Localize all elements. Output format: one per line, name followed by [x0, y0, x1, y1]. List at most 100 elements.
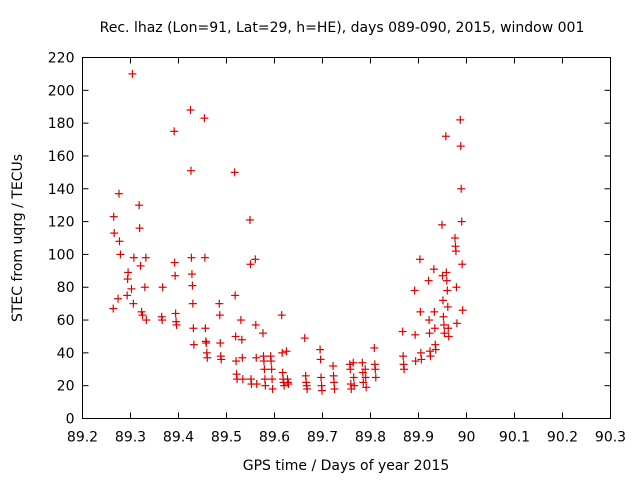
data-point — [443, 286, 452, 295]
data-point — [187, 253, 196, 262]
data-point — [127, 284, 136, 293]
data-point — [431, 345, 440, 354]
data-point — [201, 324, 210, 333]
data-point — [440, 329, 449, 338]
data-point — [231, 332, 240, 341]
data-point — [371, 365, 380, 374]
data-point — [129, 253, 138, 262]
data-point — [258, 329, 267, 338]
data-point — [439, 312, 448, 321]
data-point — [316, 345, 325, 354]
data-point — [246, 215, 255, 224]
data-point — [361, 365, 370, 374]
data-point — [303, 384, 312, 393]
y-axis-label: STEC from uqrg / TECUs — [10, 154, 26, 322]
data-point — [430, 307, 439, 316]
y-tick-label: 160 — [48, 149, 75, 165]
x-tick-label: 89.5 — [211, 430, 242, 446]
data-point — [330, 384, 339, 393]
data-point — [358, 358, 367, 367]
data-point — [400, 365, 409, 374]
data-point — [278, 348, 287, 357]
data-point — [458, 306, 467, 315]
data-point — [188, 299, 197, 308]
data-point — [187, 270, 196, 279]
x-axis-label: GPS time / Days of year 2015 — [243, 458, 450, 474]
data-point — [370, 343, 379, 352]
data-point — [135, 201, 144, 210]
data-point — [441, 132, 450, 141]
data-point — [359, 378, 368, 387]
data-points — [109, 69, 467, 395]
y-tick-label: 0 — [66, 412, 75, 428]
data-point — [186, 166, 195, 175]
data-point — [116, 250, 125, 259]
data-point — [399, 352, 408, 361]
y-tick-label: 140 — [48, 182, 75, 198]
data-point — [426, 352, 435, 361]
data-point — [410, 286, 419, 295]
data-point — [236, 316, 245, 325]
data-point — [444, 324, 453, 333]
plot-frame — [82, 57, 611, 419]
x-tick-label: 89.6 — [259, 430, 290, 446]
data-point — [416, 307, 425, 316]
data-point — [158, 316, 167, 325]
data-point — [170, 127, 179, 136]
data-point — [114, 294, 123, 303]
data-point — [259, 357, 268, 366]
data-point — [456, 115, 465, 124]
y-axis: 0 20 40 60 80 100 120 140 160 180 200 220 — [48, 51, 611, 428]
y-tick-label: 200 — [48, 83, 75, 99]
data-point — [216, 339, 225, 348]
data-point — [231, 291, 240, 300]
data-point — [267, 365, 276, 374]
data-point — [200, 253, 209, 262]
data-point — [251, 255, 260, 264]
data-point — [458, 260, 467, 269]
data-point — [456, 142, 465, 151]
data-point — [317, 373, 326, 382]
x-axis: 89.2 89.3 89.4 89.5 89.6 89.7 89.8 89.9 90 90.1 90… — [67, 57, 626, 446]
data-point — [252, 380, 261, 389]
data-point — [349, 358, 358, 367]
data-point — [457, 217, 466, 226]
x-tick-label: 89.4 — [163, 430, 194, 446]
data-point — [442, 268, 451, 277]
data-point — [346, 365, 355, 374]
data-point — [232, 357, 241, 366]
data-point — [114, 189, 123, 198]
data-point — [438, 296, 447, 305]
data-point — [128, 69, 137, 78]
y-tick-label: 40 — [57, 346, 75, 362]
data-point — [200, 114, 209, 123]
data-point — [318, 386, 327, 395]
data-point — [237, 335, 246, 344]
data-point — [411, 330, 420, 339]
data-point — [452, 283, 461, 292]
x-tick-label: 89.9 — [403, 430, 434, 446]
data-point — [425, 329, 434, 338]
x-tick-label: 89.8 — [355, 430, 386, 446]
data-point — [217, 355, 226, 364]
data-point — [189, 324, 198, 333]
data-point — [186, 106, 195, 115]
x-tick-label: 89.7 — [307, 430, 338, 446]
data-point — [268, 384, 277, 393]
data-point — [138, 311, 147, 320]
data-point — [115, 237, 124, 246]
data-point — [371, 373, 380, 382]
data-point — [123, 291, 132, 300]
y-tick-label: 80 — [57, 280, 75, 296]
x-tick-label: 90.3 — [595, 430, 626, 446]
data-point — [439, 320, 448, 329]
data-point — [361, 373, 370, 382]
data-point — [300, 334, 309, 343]
data-point — [215, 299, 224, 308]
data-point — [246, 260, 255, 269]
data-point — [267, 357, 276, 366]
y-tick-label: 180 — [48, 116, 75, 132]
data-point — [443, 302, 452, 311]
data-point — [203, 353, 212, 362]
